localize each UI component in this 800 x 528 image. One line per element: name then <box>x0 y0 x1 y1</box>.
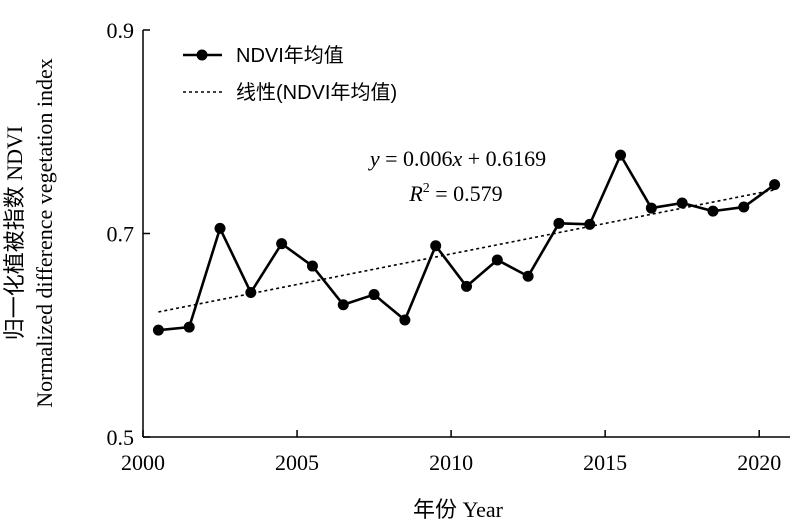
y-tick-label: 0.7 <box>107 222 135 247</box>
ndvi-data-point <box>584 218 596 230</box>
eq-y-symbol: y <box>368 146 380 171</box>
legend: NDVI年均值 线性(NDVI年均值) <box>183 44 397 104</box>
series-group <box>152 149 781 336</box>
x-tick-label: 2000 <box>121 450 165 475</box>
ndvi-data-point <box>522 270 534 282</box>
ndvi-data-point <box>615 149 627 161</box>
ndvi-data-point <box>245 287 257 299</box>
y-axis-title-line1: 归一化植被指数 NDVI <box>2 126 27 341</box>
y-tick-label: 0.5 <box>107 425 135 450</box>
ndvi-data-point <box>676 197 688 209</box>
x-axis-title: 年份 Year <box>413 497 504 522</box>
ndvi-data-point <box>645 202 657 214</box>
ndvi-data-point <box>214 222 226 234</box>
regression-r2: R2 = 0.579 <box>408 181 502 206</box>
regression-annotation: y = 0.006x + 0.6169 R2 = 0.579 <box>368 146 546 206</box>
x-tick-label: 2005 <box>275 450 319 475</box>
ndvi-data-point <box>337 299 349 311</box>
ndvi-data-point <box>707 205 719 217</box>
eq-part1: = 0.006 <box>380 146 453 171</box>
y-ticks: 0.5 0.7 0.9 <box>107 18 150 450</box>
x-tick-label: 2010 <box>429 450 473 475</box>
r2-r-symbol: R <box>408 181 423 206</box>
x-ticks: 2000 2005 2010 2015 2020 <box>121 430 781 475</box>
ndvi-data-point <box>368 289 380 301</box>
y-tick-label: 0.9 <box>107 18 135 43</box>
eq-part2: + 0.6169 <box>462 146 546 171</box>
eq-x-symbol: x <box>452 146 463 171</box>
ndvi-data-point <box>399 314 411 326</box>
ndvi-data-point <box>306 260 318 272</box>
r2-superscript: 2 <box>423 181 430 196</box>
ndvi-data-point <box>738 201 750 213</box>
ndvi-data-point <box>461 280 472 292</box>
r2-value: = 0.579 <box>430 181 503 206</box>
ndvi-data-point <box>430 240 442 252</box>
ndvi-data-point <box>183 321 195 333</box>
y-axis-title-line2: Normalized difference vegetation index <box>32 58 57 408</box>
regression-equation: y = 0.006x + 0.6169 <box>368 146 546 171</box>
legend-series-label: NDVI年均值 <box>236 44 344 67</box>
ndvi-data-point <box>276 238 288 250</box>
ndvi-data-point <box>553 217 565 229</box>
legend-trend-label: 线性(NDVI年均值) <box>236 81 397 104</box>
trendline-group <box>158 189 775 313</box>
legend-series-marker <box>196 49 208 61</box>
ndvi-data-point <box>769 179 781 191</box>
trendline <box>158 189 775 313</box>
ndvi-data-point <box>491 254 503 266</box>
x-tick-label: 2020 <box>737 450 781 475</box>
x-tick-label: 2015 <box>583 450 627 475</box>
ndvi-data-point <box>152 324 164 336</box>
